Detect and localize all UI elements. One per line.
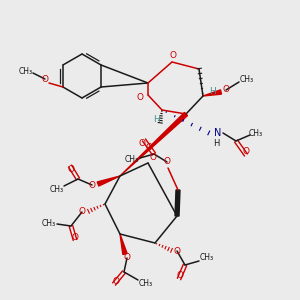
Text: CH₃: CH₃ <box>42 218 56 227</box>
Text: H: H <box>213 140 219 148</box>
Text: O: O <box>146 143 152 152</box>
Text: CH₃: CH₃ <box>19 67 33 76</box>
Text: O: O <box>71 232 79 242</box>
Text: CH₃: CH₃ <box>249 128 263 137</box>
Polygon shape <box>120 234 127 254</box>
Text: O: O <box>88 181 95 190</box>
Text: O: O <box>223 85 230 94</box>
Polygon shape <box>175 190 180 216</box>
Polygon shape <box>203 90 221 96</box>
Text: O: O <box>124 254 130 262</box>
Text: CH₃: CH₃ <box>139 278 153 287</box>
Text: O: O <box>173 247 181 256</box>
Text: O: O <box>139 140 145 148</box>
Text: O: O <box>79 208 86 217</box>
Text: N: N <box>214 128 222 138</box>
Text: H: H <box>208 86 215 95</box>
Text: CH₃: CH₃ <box>125 155 139 164</box>
Text: CH₃: CH₃ <box>200 254 214 262</box>
Text: O: O <box>149 152 157 161</box>
Text: O: O <box>136 92 143 101</box>
Text: O: O <box>242 146 250 155</box>
Text: CH₃: CH₃ <box>240 74 254 83</box>
Text: CH₃: CH₃ <box>50 184 64 194</box>
Text: O: O <box>112 277 119 286</box>
Text: O: O <box>68 166 74 175</box>
Text: O: O <box>169 50 176 59</box>
Polygon shape <box>97 176 120 186</box>
Polygon shape <box>120 112 188 176</box>
Text: O: O <box>41 74 48 83</box>
Text: O: O <box>164 158 170 166</box>
Text: O: O <box>176 272 184 280</box>
Text: H: H <box>154 116 160 124</box>
